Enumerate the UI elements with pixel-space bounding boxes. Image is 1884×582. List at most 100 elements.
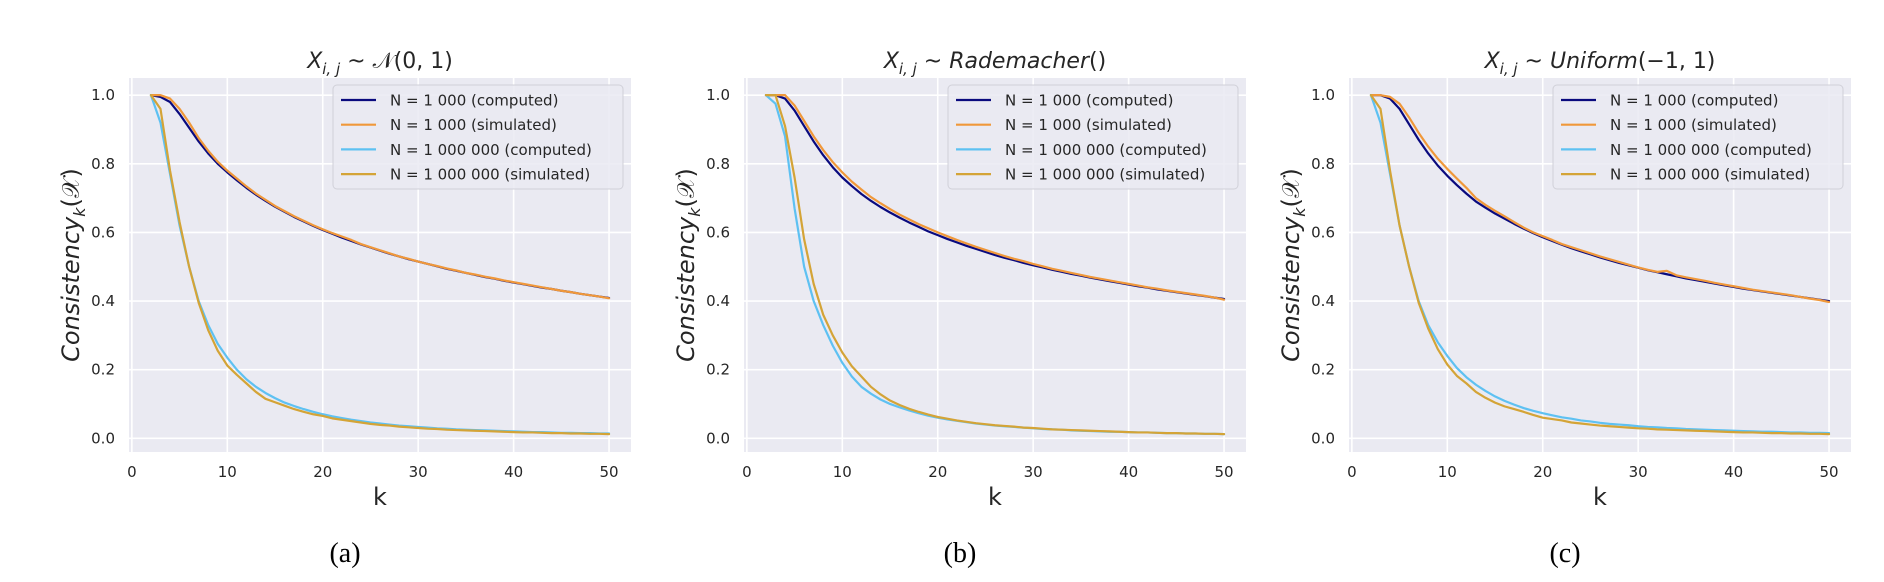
title-args: (0, 1): [394, 49, 453, 74]
legend-item: N = 1 000 000 (simulated): [956, 166, 1205, 184]
title-subscript: i, j: [899, 60, 918, 78]
series-line-n-1-000-simulated: [764, 94, 1226, 301]
y-label-main: Consistency: [672, 216, 700, 362]
x-tick-label: 50: [1820, 463, 1839, 481]
legend-label: N = 1 000 000 (simulated): [1610, 166, 1810, 184]
x-tick-label: 50: [600, 463, 619, 481]
y-axis-label: Consistencyk(𝒳): [1277, 168, 1309, 362]
y-tick-label: 0.0: [706, 429, 730, 447]
legend: N = 1 000 (computed) N = 1 000 (simulated…: [947, 84, 1239, 190]
y-tick-label: 1.0: [706, 86, 730, 104]
series-lines: [149, 94, 611, 436]
legend-item: N = 1 000 000 (simulated): [341, 166, 590, 184]
y-tick-label: 0.2: [1311, 361, 1335, 379]
y-axis-label: Consistencyk(𝒳): [57, 168, 89, 362]
title-tilde: ~: [917, 49, 949, 74]
y-tick-label: 0.6: [1311, 223, 1335, 241]
y-tick-label: 0.4: [706, 292, 730, 310]
x-tick-label: 10: [218, 463, 237, 481]
panel-caption: (b): [944, 538, 977, 569]
title-variable: X: [883, 49, 900, 74]
legend-label: N = 1 000 (simulated): [390, 116, 557, 134]
y-label-args: (𝒳): [57, 168, 85, 207]
x-tick-label: 0: [127, 463, 137, 481]
series-line-n-1-000-000-simulated: [764, 94, 1226, 436]
legend: N = 1 000 (computed) N = 1 000 (simulated…: [1552, 84, 1844, 190]
legend-label: N = 1 000 (simulated): [1005, 116, 1172, 134]
x-tick-label: 30: [409, 463, 428, 481]
title-subscript: i, j: [1500, 60, 1519, 78]
x-axis-label: k: [373, 483, 387, 511]
panel-caption: (a): [329, 538, 360, 569]
title-distribution: Uniform: [1550, 49, 1638, 74]
legend-item: N = 1 000 000 (computed): [1561, 141, 1812, 159]
series-line-n-1-000-simulated: [1369, 94, 1831, 304]
legend-box: [947, 84, 1239, 190]
title-args: (−1, 1): [1638, 49, 1716, 74]
y-tick-label: 0.2: [91, 361, 115, 379]
y-label-args: (𝒳): [1277, 168, 1305, 207]
title-variable: X: [306, 49, 323, 74]
y-label-args: (𝒳): [672, 168, 700, 207]
legend-box: [1552, 84, 1844, 190]
title-args: (): [1089, 49, 1106, 74]
x-tick-label: 30: [1024, 463, 1043, 481]
x-tick-label: 10: [833, 463, 852, 481]
legend-label: N = 1 000 000 (computed): [1610, 141, 1812, 159]
title-tilde: ~: [340, 49, 372, 74]
y-tick-label: 0.8: [1311, 155, 1335, 173]
chart-title: Xi, j ~ Uniform(−1, 1): [1484, 49, 1716, 78]
legend-label: N = 1 000 (computed): [1610, 92, 1778, 110]
series-line-n-1-000-000-simulated: [149, 94, 611, 436]
x-tick-label: 20: [928, 463, 947, 481]
x-tick-label: 50: [1215, 463, 1234, 481]
legend-label: N = 1 000 000 (computed): [1005, 141, 1207, 159]
x-tick-label: 40: [1119, 463, 1138, 481]
legend-label: N = 1 000 (simulated): [1610, 116, 1777, 134]
legend-item: N = 1 000 (simulated): [1561, 116, 1777, 134]
y-tick-label: 0.8: [706, 155, 730, 173]
legend-label: N = 1 000 000 (simulated): [390, 166, 590, 184]
title-subscript: i, j: [322, 60, 341, 78]
y-tick-label: 1.0: [91, 86, 115, 104]
title-distribution: Rademacher: [949, 49, 1091, 74]
y-tick-label: 0.0: [91, 429, 115, 447]
x-axis-label: k: [988, 483, 1002, 511]
y-tick-label: 0.4: [91, 292, 115, 310]
panel-c: 0 10 20 30 40 50 0.0 0.2 0.4 0.6 0.8 1.0 Xi, j ~ Uni…: [1277, 49, 1851, 569]
x-tick-label: 40: [1724, 463, 1743, 481]
legend-item: N = 1 000 (computed): [1561, 92, 1778, 110]
x-tick-label: 0: [742, 463, 752, 481]
series-line-n-1-000-000-simulated: [1369, 94, 1831, 436]
x-tick-label: 0: [1347, 463, 1357, 481]
y-tick-label: 1.0: [1311, 86, 1335, 104]
y-label-subscript: k: [685, 207, 704, 217]
y-tick-label: 0.6: [91, 223, 115, 241]
legend-label: N = 1 000 (computed): [1005, 92, 1173, 110]
y-tick-label: 0.2: [706, 361, 730, 379]
y-label-subscript: k: [70, 207, 89, 217]
x-tick-label: 10: [1438, 463, 1457, 481]
panel-b: 0 10 20 30 40 50 0.0 0.2 0.4 0.6 0.8 1.0 Xi, j ~ Rad…: [672, 49, 1246, 569]
legend-item: N = 1 000 000 (computed): [341, 141, 592, 159]
y-tick-label: 0.0: [1311, 429, 1335, 447]
chart-title: Xi, j ~ Rademacher(): [883, 49, 1106, 78]
legend: N = 1 000 (computed) N = 1 000 (simulated…: [332, 84, 624, 190]
title-tilde: ~: [1518, 49, 1550, 74]
y-axis-label: Consistencyk(𝒳): [672, 168, 704, 362]
y-tick-label: 0.4: [1311, 292, 1335, 310]
legend-label: N = 1 000 000 (computed): [390, 141, 592, 159]
y-label-subscript: k: [1290, 207, 1309, 217]
legend-item: N = 1 000 (simulated): [341, 116, 557, 134]
x-tick-label: 20: [1533, 463, 1552, 481]
chart-title: Xi, j ~ 𝒩(0, 1): [306, 49, 453, 78]
legend-box: [332, 84, 624, 190]
title-distribution: 𝒩: [373, 49, 397, 74]
legend-label: N = 1 000 (computed): [390, 92, 558, 110]
x-axis-label: k: [1593, 483, 1607, 511]
legend-item: N = 1 000 (computed): [341, 92, 558, 110]
title-variable: X: [1484, 49, 1501, 74]
y-label-main: Consistency: [57, 216, 85, 362]
legend-item: N = 1 000 000 (computed): [956, 141, 1207, 159]
